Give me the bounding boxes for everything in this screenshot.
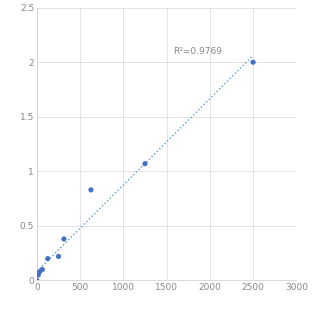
Point [143, 161, 148, 166]
Point [34, 278, 39, 283]
Point [89, 188, 94, 193]
Point [40, 267, 45, 272]
Point [251, 60, 256, 65]
Point [36, 272, 41, 277]
Point [61, 236, 66, 241]
Text: R²=0.9769: R²=0.9769 [173, 47, 222, 56]
Point [45, 256, 50, 261]
Point [56, 254, 61, 259]
Point [37, 269, 42, 274]
